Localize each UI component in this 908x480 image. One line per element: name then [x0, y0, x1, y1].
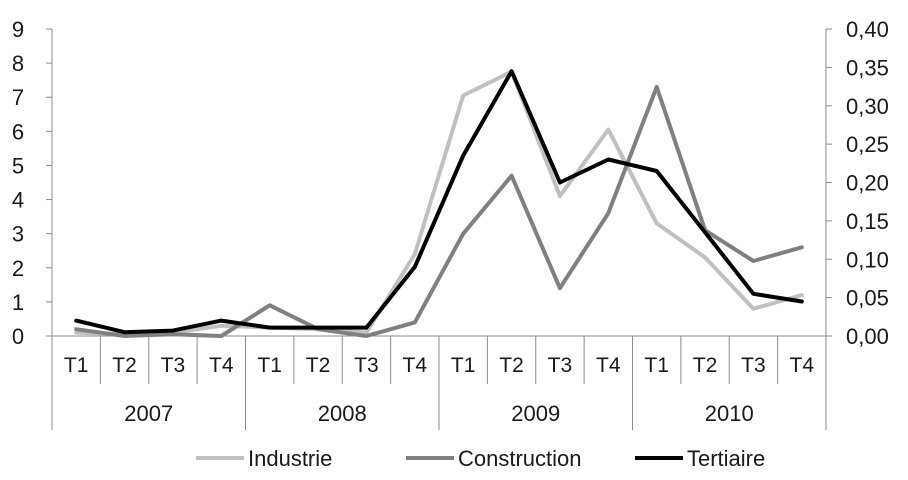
y-right-tick-label: 0,00	[846, 324, 889, 349]
x-category-label: T2	[112, 354, 137, 377]
series-line-industrie	[74, 69, 804, 337]
x-category-label: T1	[644, 354, 669, 377]
y-left-tick-label: 9	[12, 17, 24, 42]
legend-label-industrie: Industrie	[248, 446, 332, 471]
x-category-label: T4	[209, 354, 234, 377]
x-category-label: T4	[596, 354, 621, 377]
y-left-tick-label: 4	[12, 188, 24, 213]
x-category-label: T1	[451, 354, 476, 377]
x-category-label: T4	[790, 354, 815, 377]
x-group-label: 2010	[705, 401, 754, 426]
series-line-tertiaire	[74, 69, 804, 335]
lines-layer	[74, 69, 804, 338]
x-category-label: T3	[548, 354, 573, 377]
y-left-tick-label: 8	[12, 51, 24, 76]
y-left-tick-label: 7	[12, 85, 24, 110]
y-right-tick-label: 0,20	[846, 171, 889, 196]
x-category-label: T2	[693, 354, 718, 377]
x-category-label: T4	[403, 354, 428, 377]
y-right-tick-label: 0,15	[846, 209, 889, 234]
y-right-tick-label: 0,25	[846, 132, 889, 157]
legend-label-construction: Construction	[458, 446, 582, 471]
x-category-label: T1	[64, 354, 89, 377]
y-right-tick-label: 0,10	[846, 247, 889, 272]
y-right-tick-label: 0,35	[846, 55, 889, 80]
x-category-label: T1	[257, 354, 282, 377]
series-line-construction	[74, 85, 804, 338]
x-group-label: 2008	[318, 401, 367, 426]
axes-layer: 0 1 2 3 4 5 6 7 8 9 0,00 0,05 0,10 0,15 0,20 0,25 0,30 0,…	[12, 17, 889, 430]
y-left-tick-label: 0	[12, 324, 24, 349]
x-group-label: 2009	[511, 401, 560, 426]
y-left-tick-label: 6	[12, 119, 24, 144]
x-category-label: T2	[306, 354, 331, 377]
legend-label-tertiaire: Tertiaire	[687, 446, 765, 471]
legend: Industrie Construction Tertiaire	[196, 446, 765, 471]
y-left-tick-label: 3	[12, 222, 24, 247]
y-right-tick-label: 0,05	[846, 286, 889, 311]
y-left-tick-label: 5	[12, 153, 24, 178]
y-right-tick-label: 0,30	[846, 94, 889, 119]
y-left-tick-label: 1	[12, 290, 24, 315]
x-category-label: T3	[161, 354, 186, 377]
x-category-label: T3	[354, 354, 379, 377]
x-group-label: 2007	[124, 401, 173, 426]
y-right-tick-label: 0,40	[846, 17, 889, 42]
x-category-label: T3	[741, 354, 766, 377]
x-category-label: T2	[499, 354, 524, 377]
y-left-tick-label: 2	[12, 256, 24, 281]
